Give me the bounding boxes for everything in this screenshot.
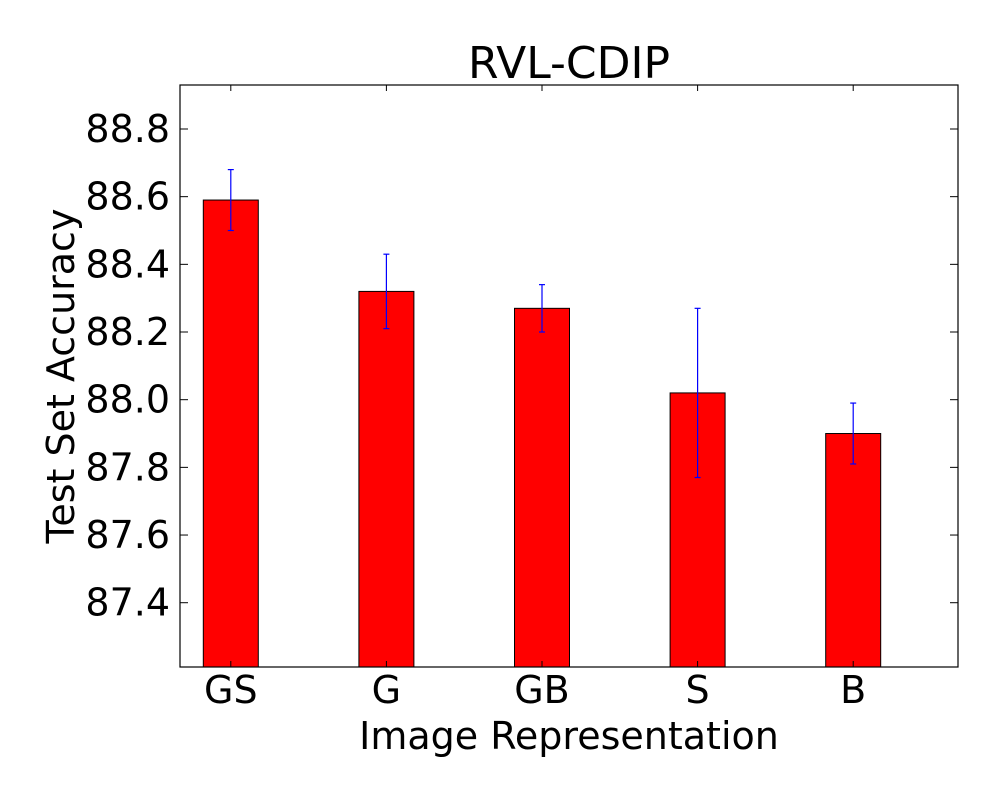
- error-bar-gb: [539, 284, 545, 333]
- error-bars-layer: [227, 168, 857, 479]
- bar-gs: [202, 199, 259, 668]
- y-tick-label: 88.0: [85, 378, 170, 422]
- y-tick-label: 88.6: [85, 175, 170, 219]
- x-tick-label: GS: [204, 668, 258, 712]
- y-tick-label: 88.2: [85, 310, 170, 354]
- y-axis: 87.4 87.6 87.8 88.0 88.2 88.4 88.6 88.8: [85, 107, 958, 625]
- plot-frame: [179, 84, 959, 668]
- y-tick-label: 88.4: [85, 242, 170, 286]
- x-axis: GS G GB S B: [204, 85, 866, 712]
- x-tick-label: G: [372, 668, 401, 712]
- error-bar-b: [850, 402, 857, 465]
- x-tick-label: B: [840, 668, 866, 712]
- bars-layer: [202, 199, 882, 668]
- y-tick-label: 87.4: [85, 581, 170, 625]
- error-bar-g: [383, 253, 390, 330]
- x-tick-label: S: [686, 668, 710, 712]
- y-tick-label: 87.6: [85, 513, 170, 557]
- bar-gb: [514, 307, 570, 668]
- chart-title: RVL-CDIP: [468, 38, 670, 89]
- bar-g: [358, 290, 415, 668]
- x-axis-label: Image Representation: [359, 714, 779, 758]
- y-tick-label: 87.8: [85, 445, 170, 489]
- bar-b: [825, 433, 882, 668]
- error-bar-gs: [227, 168, 234, 232]
- y-tick-label: 88.8: [85, 107, 170, 151]
- x-tick-label: GB: [514, 668, 570, 712]
- y-axis-label: Test Set Accuracy: [39, 209, 83, 545]
- error-bar-s: [694, 307, 701, 479]
